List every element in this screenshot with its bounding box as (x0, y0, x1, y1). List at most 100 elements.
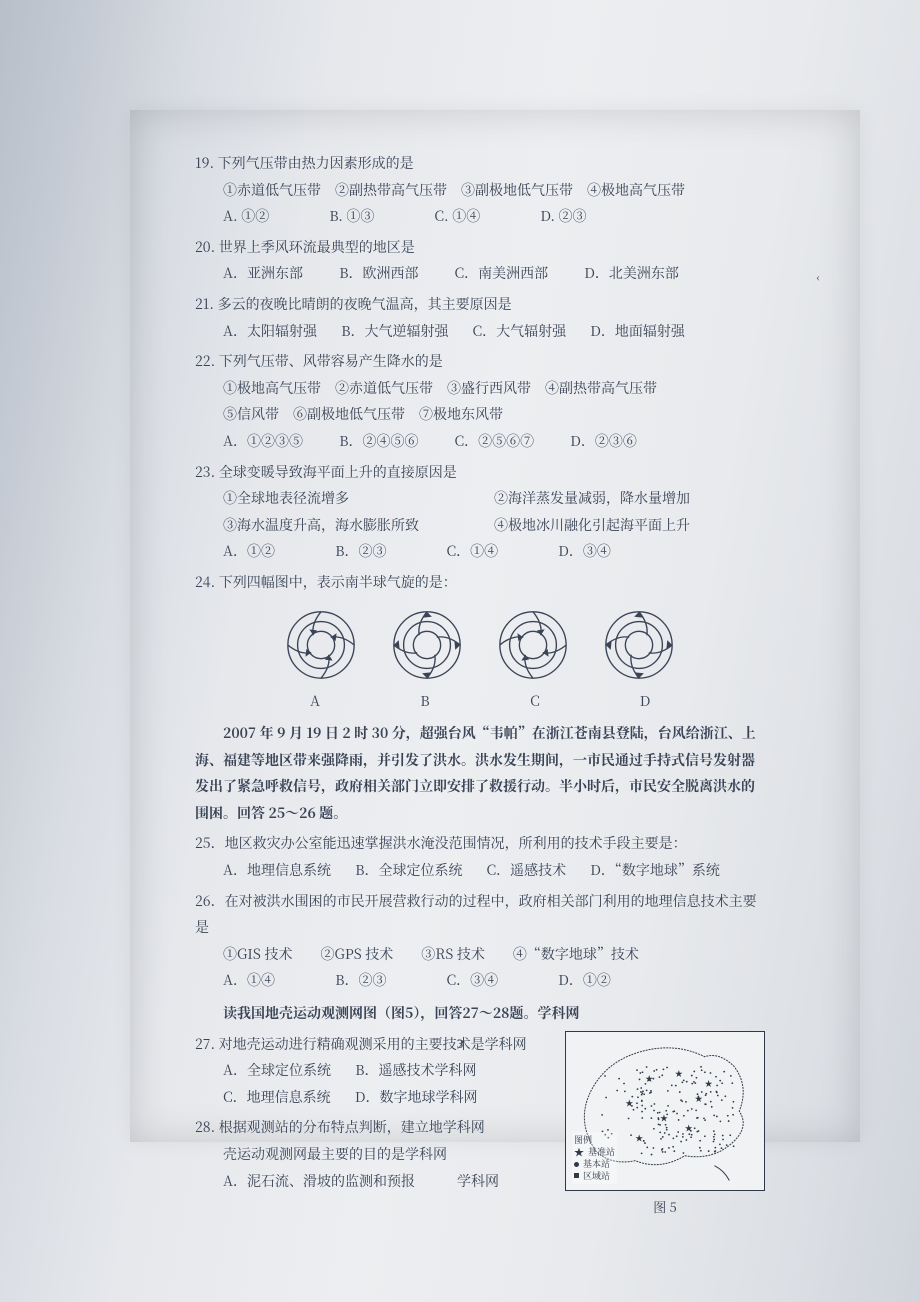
q26-options: A．①④ B．②③ C．③④ D．①② (195, 967, 765, 994)
q20-opt-a: A．亚洲东部 (223, 260, 303, 287)
q22-opt-b: B．②④⑤⑥ (339, 428, 418, 455)
svg-text:★: ★ (660, 1113, 668, 1124)
passage-typhoon: 2007 年 9 月 19 日 2 时 30 分，超强台风“韦帕”在浙江苍南县登… (195, 720, 765, 826)
q27-opt-d: D．数字地球学科网 (355, 1084, 478, 1111)
svg-text:★: ★ (645, 1073, 653, 1084)
page-number: 3 (0, 1036, 920, 1052)
q19-options: A. ①② B. ①③ C. ①④ D. ②③ (195, 203, 765, 230)
q26-opt-d: D．①② (558, 967, 611, 994)
question-20: 20. 世界上季风环流最典型的地区是 A．亚洲东部 B．欧洲西部 C．南美洲西部… (195, 234, 765, 287)
q26-items: ①GIS 技术 ②GPS 技术 ③RS 技术 ④“数字地球”技术 (195, 941, 765, 968)
stray-mark: ‹ (816, 270, 820, 285)
q22-opt-c: C．②⑤⑥⑦ (454, 428, 534, 455)
q23-opt-d: D．③④ (558, 538, 611, 565)
q23-stem: 23. 全球变暖导致海平面上升的直接原因是 (195, 459, 765, 486)
svg-text:★: ★ (685, 1123, 693, 1134)
q26-stem: 26．在对被洪水围困的市民开展营救行动的过程中，政府相关部门利用的地理信息技术主… (195, 888, 765, 941)
q23-item-3: ③海水温度升高，海水膨胀所致 (223, 512, 494, 539)
cyclone-labels: A B C D (195, 688, 765, 715)
svg-text:★: ★ (695, 1093, 703, 1104)
q19-stem: 19. 下列气压带由热力因素形成的是 (195, 150, 765, 177)
q24-label-c: C (525, 688, 545, 715)
question-19: 19. 下列气压带由热力因素形成的是 ①赤道低气压带 ②副热带高气压带 ③副极地… (195, 150, 765, 230)
svg-text:★: ★ (705, 1078, 713, 1089)
q27-opt-c: C．地理信息系统 (223, 1084, 331, 1111)
svg-text:★: ★ (625, 1098, 633, 1109)
q21-opt-a: A．太阳辐射强 (223, 318, 317, 345)
cyclone-d (600, 606, 678, 684)
q23-item-1: ①全球地表径流增多 (223, 485, 494, 512)
q23-opt-a: A．①② (223, 538, 275, 565)
q25-opt-c: C．遥感技术 (486, 857, 566, 884)
question-25: 25．地区救灾办公室能迅速掌握洪水淹没范围情况，所利用的技术手段主要是： A．地… (195, 830, 765, 883)
legend-1: 基准站 (588, 1146, 615, 1158)
cyclone-diagrams (195, 606, 765, 684)
q19-opt-a: A. ①② (223, 203, 269, 230)
q24-stem: 24. 下列四幅图中，表示南半球气旋的是： (195, 569, 765, 596)
square-icon (574, 1173, 579, 1178)
q23-item-2: ②海洋蒸发量减弱，降水量增加 (494, 485, 765, 512)
question-23: 23. 全球变暖导致海平面上升的直接原因是 ①全球地表径流增多 ②海洋蒸发量减弱… (195, 459, 765, 565)
q26-opt-c: C．③④ (446, 967, 498, 994)
q21-stem: 21. 多云的夜晚比晴朗的夜晚气温高，其主要原因是 (195, 291, 765, 318)
q23-opt-c: C．①④ (446, 538, 498, 565)
q25-opt-a: A．地理信息系统 (223, 857, 331, 884)
q19-opt-b: B. ①③ (329, 203, 374, 230)
q22-options: A．①②③⑤ B．②④⑤⑥ C．②⑤⑥⑦ D．②③⑥ (195, 428, 765, 455)
china-map: ★★★★★★★★ 图例 ★基准站 基本站 区域站 (565, 1031, 765, 1191)
map-legend: 图例 ★基准站 基本站 区域站 (572, 1132, 617, 1184)
q20-stem: 20. 世界上季风环流最典型的地区是 (195, 234, 765, 261)
legend-3: 区域站 (583, 1170, 610, 1182)
q22-opt-d: D．②③⑥ (570, 428, 637, 455)
q23-options: A．①② B．②③ C．①④ D．③④ (195, 538, 765, 565)
q27-q28-text: 27. 对地壳运动进行精确观测采用的主要技术是学科网 A．全球定位系统 B．遥感… (195, 1031, 551, 1199)
q23-item-4: ④极地冰川融化引起海平面上升 (494, 512, 765, 539)
q19-items: ①赤道低气压带 ②副热带高气压带 ③副极地低气压带 ④极地高气压带 (195, 177, 765, 204)
q27-options-1: A．全球定位系统 B．遥感技术学科网 (195, 1057, 551, 1084)
q25-options: A．地理信息系统 B．全球定位系统 C．遥感技术 D．“数字地球”系统 (195, 857, 765, 884)
q20-opt-c: C．南美洲西部 (454, 260, 548, 287)
q25-stem: 25．地区救灾办公室能迅速掌握洪水淹没范围情况，所利用的技术手段主要是： (195, 830, 765, 857)
q23-row1: ①全球地表径流增多 ②海洋蒸发量减弱，降水量增加 (195, 485, 765, 512)
q25-opt-b: B．全球定位系统 (355, 857, 462, 884)
q22-items-2: ⑤信风带 ⑥副极地低气压带 ⑦极地东风带 (195, 401, 765, 428)
q28-opt-a: A．泥石流、滑坡的监测和预报 学科网 (195, 1168, 551, 1195)
q25-opt-d: D．“数字地球”系统 (590, 857, 720, 884)
q24-label-a: A (305, 688, 325, 715)
q21-options: A．太阳辐射强 B．大气逆辐射强 C．大气辐射强 D．地面辐射强 (195, 318, 765, 345)
q20-options: A．亚洲东部 B．欧洲西部 C．南美洲西部 D．北美洲东部 (195, 260, 765, 287)
question-21: 21. 多云的夜晚比晴朗的夜晚气温高，其主要原因是 A．太阳辐射强 B．大气逆辐… (195, 291, 765, 344)
q19-opt-c: C. ①④ (434, 203, 480, 230)
cyclone-c (494, 606, 572, 684)
q19-opt-d: D. ②③ (540, 203, 586, 230)
exam-page: ‹ 19. 下列气压带由热力因素形成的是 ①赤道低气压带 ②副热带高气压带 ③副… (0, 0, 920, 1302)
content-area: 19. 下列气压带由热力因素形成的是 ①赤道低气压带 ②副热带高气压带 ③副极地… (195, 150, 765, 1219)
q26-opt-b: B．②③ (335, 967, 386, 994)
dot-icon (574, 1162, 579, 1167)
q27-options-2: C．地理信息系统 D．数字地球学科网 (195, 1084, 551, 1111)
q22-opt-a: A．①②③⑤ (223, 428, 303, 455)
svg-text:★: ★ (635, 1133, 643, 1144)
question-26: 26．在对被洪水围困的市民开展营救行动的过程中，政府相关部门利用的地理信息技术主… (195, 888, 765, 994)
map-caption: 图 5 (565, 1195, 765, 1220)
q24-label-b: B (415, 688, 435, 715)
q21-opt-b: B．大气逆辐射强 (341, 318, 448, 345)
q27-opt-a: A．全球定位系统 (223, 1057, 331, 1084)
question-24: 24. 下列四幅图中，表示南半球气旋的是： (195, 569, 765, 714)
cyclone-b (388, 606, 466, 684)
question-28: 28. 根据观测站的分布特点判断，建立地学科网 壳运动观测网最主要的目的是学科网… (195, 1114, 551, 1194)
q27-opt-b: B．遥感技术学科网 (355, 1057, 476, 1084)
q20-opt-b: B．欧洲西部 (339, 260, 418, 287)
q23-opt-b: B．②③ (335, 538, 386, 565)
question-22: 22. 下列气压带、风带容易产生降水的是 ①极地高气压带 ②赤道低气压带 ③盛行… (195, 348, 765, 454)
q24-label-d: D (635, 688, 655, 715)
q28-stem: 28. 根据观测站的分布特点判断，建立地学科网 (195, 1114, 551, 1141)
passage-crust: 读我国地壳运动观测网图（图5），回答27～28题。学科网 (195, 1000, 765, 1027)
map-figure: ★★★★★★★★ 图例 ★基准站 基本站 区域站 图 5 (565, 1031, 765, 1220)
q23-row2: ③海水温度升高，海水膨胀所致 ④极地冰川融化引起海平面上升 (195, 512, 765, 539)
q26-opt-a: A．①④ (223, 967, 275, 994)
q20-opt-d: D．北美洲东部 (584, 260, 679, 287)
cyclone-a (282, 606, 360, 684)
q28-line2: 壳运动观测网最主要的目的是学科网 (195, 1141, 551, 1168)
svg-text:★: ★ (675, 1068, 683, 1079)
